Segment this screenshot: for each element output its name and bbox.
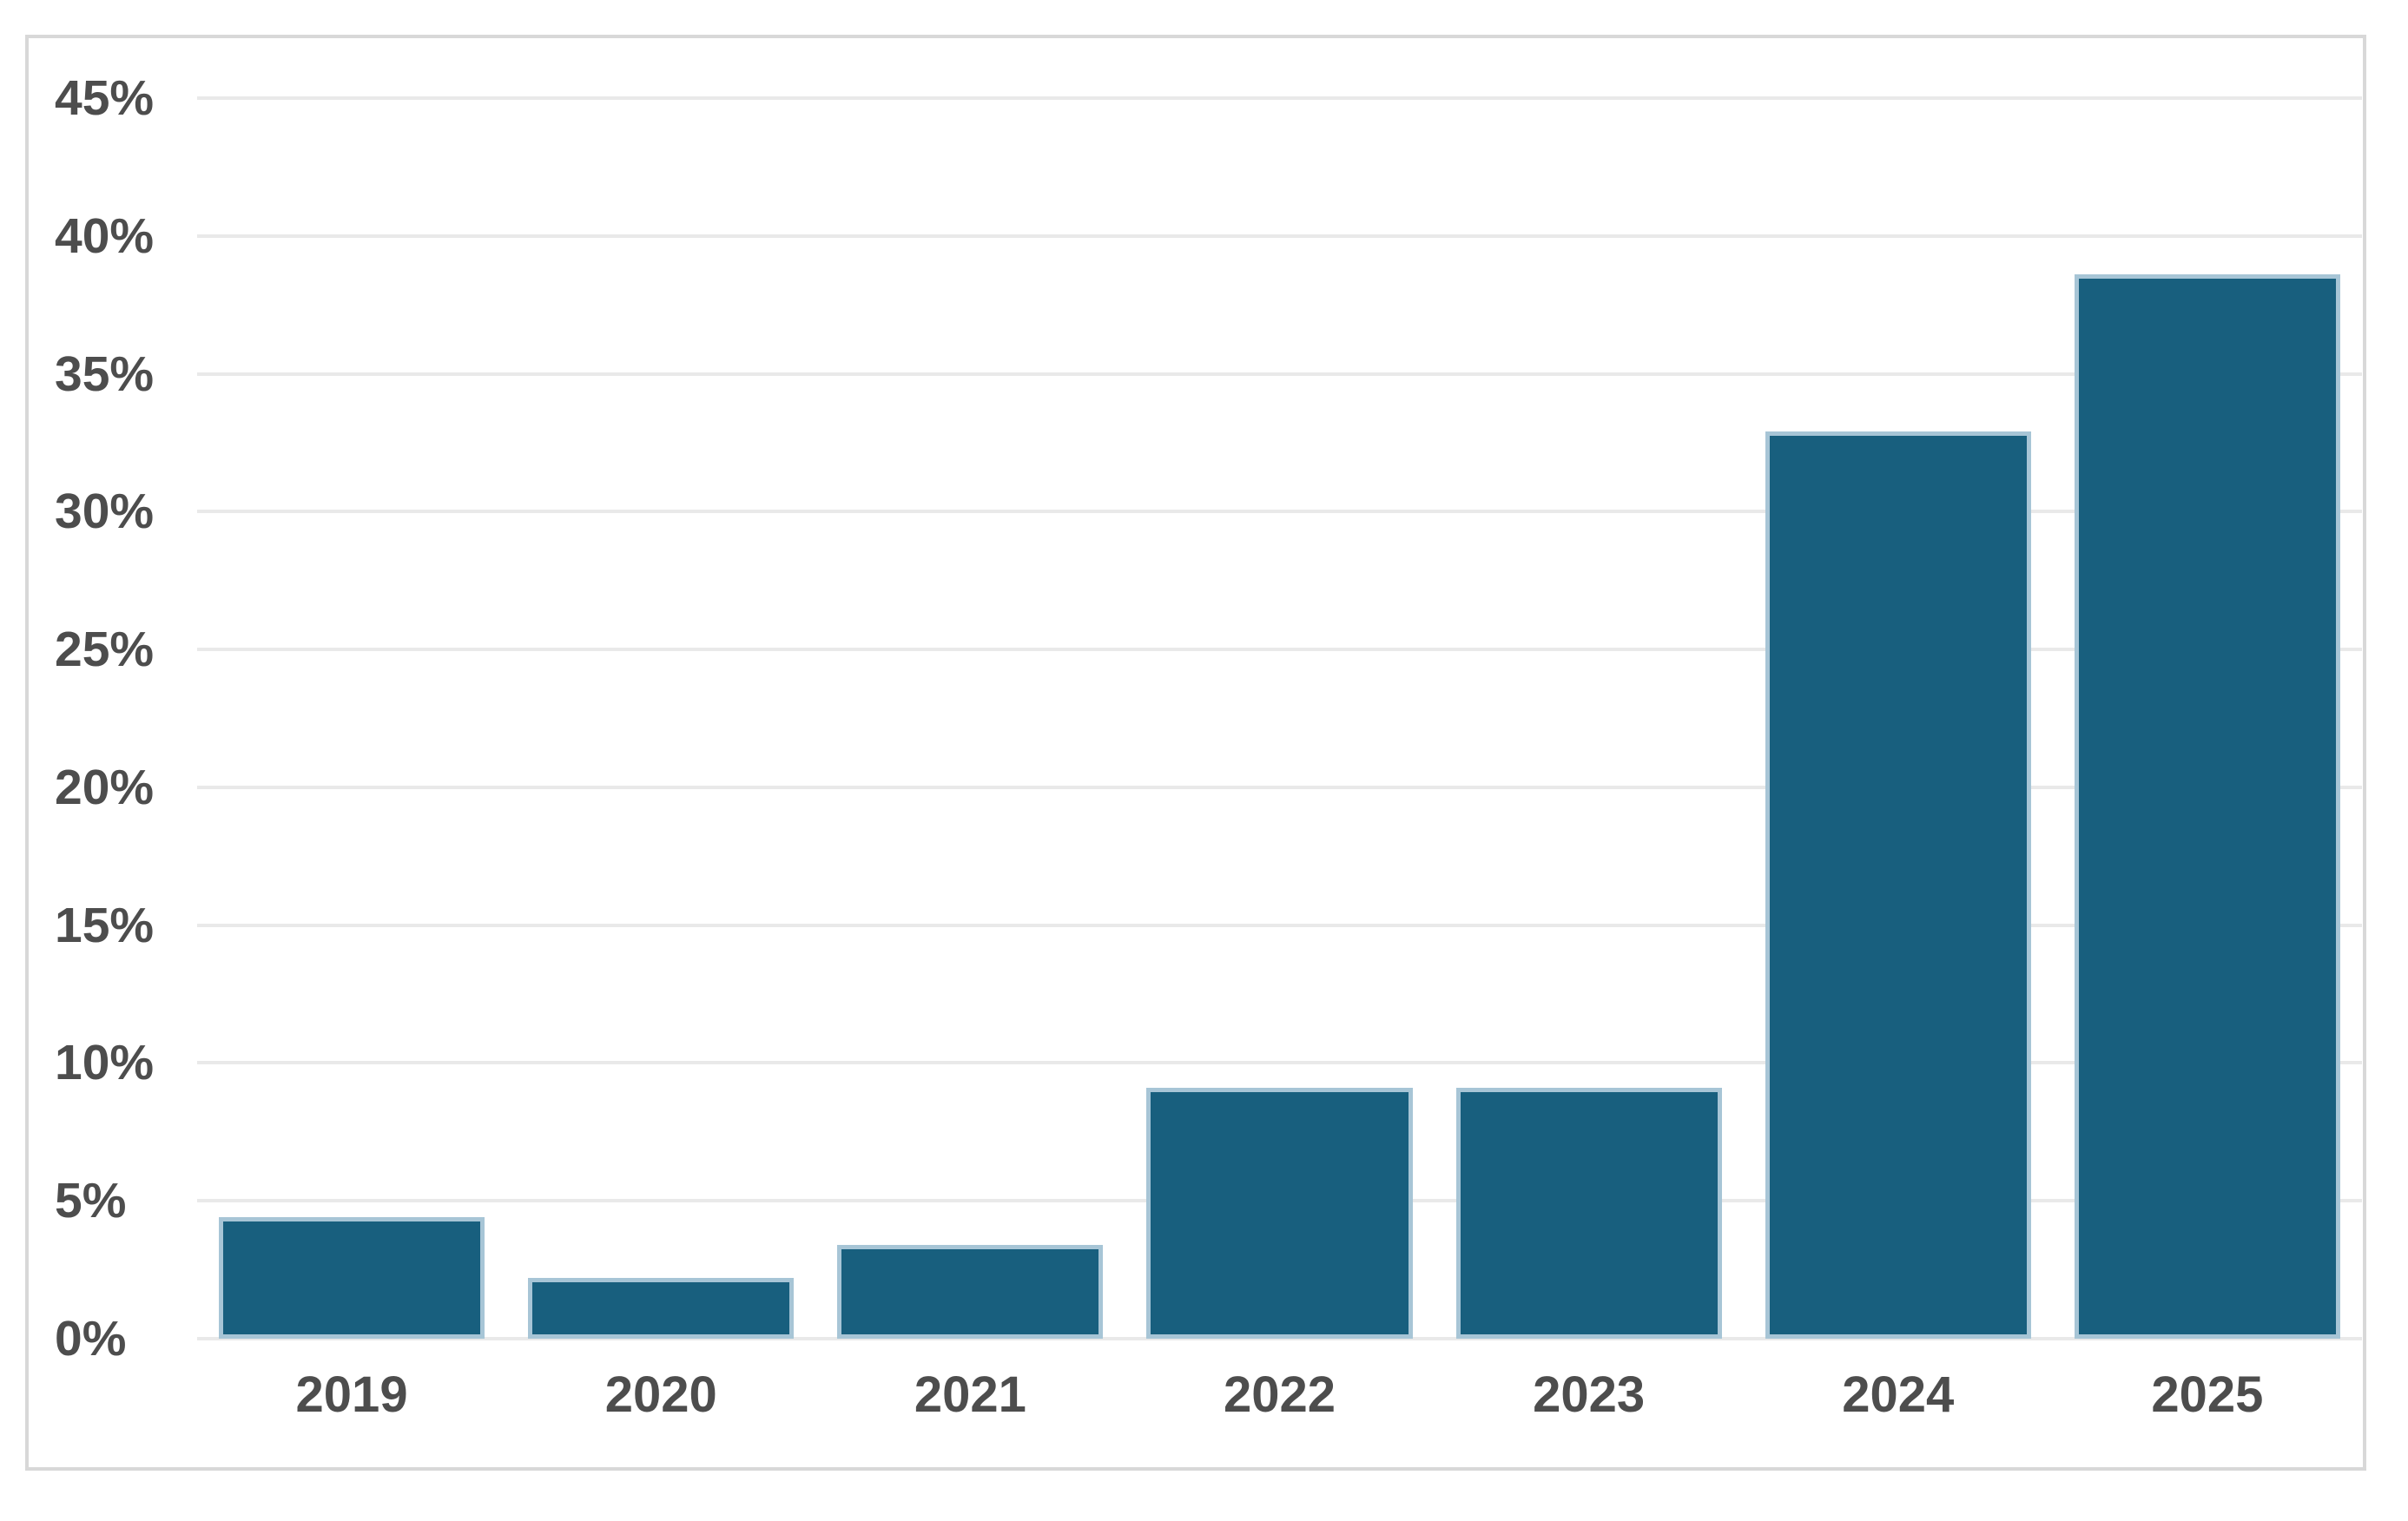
y-axis-tick-label: 20%	[55, 759, 155, 815]
bar-slot-2025	[2053, 98, 2362, 1339]
bar-2025	[2074, 274, 2341, 1339]
x-axis-tick-label: 2023	[1533, 1366, 1646, 1423]
gridline-45	[197, 96, 2362, 100]
bar-series	[197, 98, 2362, 1339]
bar-2024	[1765, 431, 2031, 1339]
gridline-20	[197, 785, 2362, 789]
gridline-25	[197, 648, 2362, 652]
x-axis-tick-label: 2022	[1223, 1366, 1336, 1423]
gridline-40	[197, 234, 2362, 238]
bar-slot-2023	[1435, 98, 1744, 1339]
chart-frame: 0% 5% 10% 15% 20% 25% 30% 35% 40% 45% 2019 2020 202…	[25, 35, 2366, 1471]
bar-2020	[528, 1278, 795, 1339]
bar-slot-2021	[815, 98, 1125, 1339]
x-axis: 2019 2020 2021 2022 2023 2024 2025	[197, 1365, 2362, 1426]
gridline-10	[197, 1061, 2362, 1065]
y-axis-tick-label: 10%	[55, 1035, 155, 1091]
bar-2019	[218, 1217, 485, 1339]
plot-area	[197, 96, 2362, 1340]
bar-slot-2020	[506, 98, 815, 1339]
bar-2022	[1146, 1088, 1413, 1339]
gridline-15	[197, 923, 2362, 927]
gridline-35	[197, 372, 2362, 376]
y-axis-tick-label: 25%	[55, 622, 155, 678]
y-axis-tick-label: 45%	[55, 70, 155, 126]
y-axis-tick-label: 30%	[55, 484, 155, 540]
x-axis-tick-label: 2021	[914, 1366, 1026, 1423]
bar-slot-2024	[1744, 98, 2053, 1339]
bar-slot-2019	[197, 98, 506, 1339]
x-axis-tick-label: 2019	[295, 1366, 408, 1423]
y-axis-tick-label: 0%	[55, 1311, 127, 1366]
gridline-0	[197, 1337, 2362, 1340]
bar-slot-2022	[1125, 98, 1434, 1339]
y-axis-tick-label: 15%	[55, 897, 155, 953]
bar-2021	[837, 1245, 1104, 1339]
x-axis-tick-label: 2020	[604, 1366, 717, 1423]
x-axis-tick-label: 2024	[1842, 1366, 1955, 1423]
x-axis-tick-label: 2025	[2151, 1366, 2264, 1423]
y-axis-tick-label: 5%	[55, 1173, 127, 1229]
y-axis-tick-label: 35%	[55, 346, 155, 402]
gridline-30	[197, 510, 2362, 514]
y-axis-tick-label: 40%	[55, 207, 155, 264]
bar-2023	[1455, 1088, 1722, 1339]
